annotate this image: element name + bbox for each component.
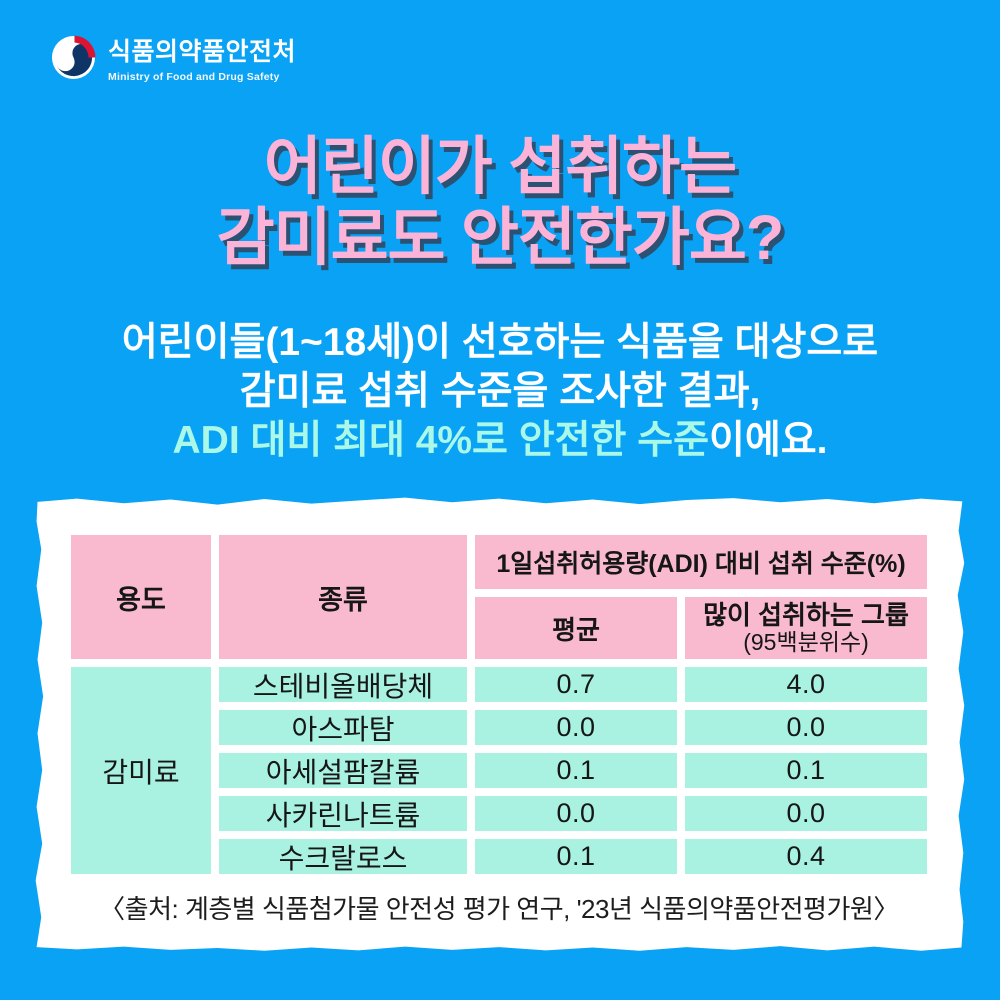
intro-highlight: ADI 대비 최대 4%로 안전한 수준: [172, 419, 710, 463]
table-row-type: 아세설팜칼륨: [219, 753, 467, 788]
intro-line-2: 감미료 섭취 수준을 조사한 결과,: [239, 370, 761, 414]
table-row-avg: 0.1: [475, 753, 677, 788]
table-row-avg: 0.0: [475, 796, 677, 831]
source-citation: 〈출처: 계층별 식품첨가물 안전성 평가 연구, '23년 식품의약품안전평가…: [99, 894, 899, 924]
title-line-2: 감미료도 안전한가요?: [216, 202, 785, 273]
col-header-usage: 용도: [71, 535, 211, 659]
intro-text: 어린이들(1~18세)이 선호하는 식품을 대상으로 감미료 섭취 수준을 조사…: [0, 318, 1000, 465]
table-row-type: 사카린나트륨: [219, 796, 467, 831]
col-header-p95-group: 많이 섭취하는 그룹 (95백분위수): [685, 597, 927, 659]
table-row-avg: 0.0: [475, 710, 677, 745]
table-row-avg: 0.1: [475, 839, 677, 874]
mfds-logo: 식품의약품안전처 Ministry of Food and Drug Safet…: [50, 32, 296, 83]
table-row-avg: 0.7: [475, 667, 677, 702]
logo-text: 식품의약품안전처 Ministry of Food and Drug Safet…: [108, 32, 296, 83]
org-name-english: Ministry of Food and Drug Safety: [108, 71, 280, 83]
table-row-type: 스테비올배당체: [219, 667, 467, 702]
page-title: 어린이가 섭취하는 감미료도 안전한가요?: [0, 132, 1000, 273]
p95-header-line1: 많이 섭취하는 그룹: [703, 599, 909, 630]
table-panel: 용도 종류 1일섭취허용량(ADI) 대비 섭취 수준(%) 평균 많이 섭취하…: [35, 497, 965, 951]
table-row-p95: 0.0: [685, 710, 927, 745]
mfds-taegeuk-emblem-icon: [50, 34, 97, 81]
adi-intake-table: 용도 종류 1일섭취허용량(ADI) 대비 섭취 수준(%) 평균 많이 섭취하…: [71, 535, 927, 874]
table-row-p95: 0.4: [685, 839, 927, 874]
col-header-average: 평균: [475, 597, 677, 659]
col-header-type: 종류: [219, 535, 467, 659]
table-row-p95: 0.0: [685, 796, 927, 831]
title-line-1: 어린이가 섭취하는: [263, 132, 737, 202]
usage-group-cell: 감미료: [71, 667, 211, 874]
intro-line-3-rest: 이에요.: [709, 419, 828, 463]
col-header-adi-span: 1일섭취허용량(ADI) 대비 섭취 수준(%): [475, 535, 927, 589]
table-row-p95: 4.0: [685, 667, 927, 702]
p95-header-line2: (95백분위수): [743, 628, 869, 655]
table-row-type: 수크랄로스: [219, 839, 467, 874]
org-name-korean: 식품의약품안전처: [108, 38, 297, 66]
table-row-type: 아스파탐: [219, 710, 467, 745]
table-row-p95: 0.1: [685, 753, 927, 788]
intro-line-1: 어린이들(1~18세)이 선호하는 식품을 대상으로: [121, 321, 879, 364]
